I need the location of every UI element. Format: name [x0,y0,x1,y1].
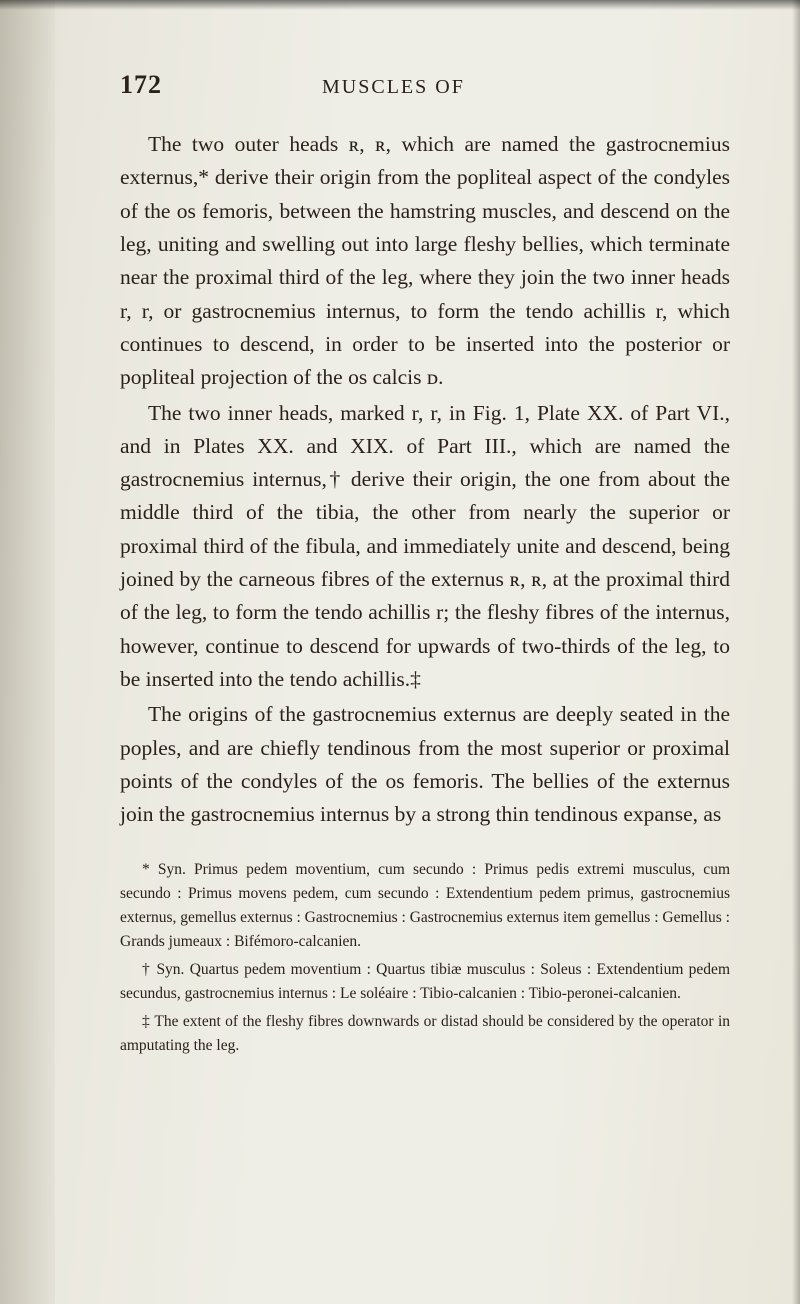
footnote-3: ‡ The extent of the fleshy fibres downwa… [120,1010,730,1058]
footnotes: * Syn. Primus pedem moventium, cum secun… [120,858,730,1058]
paragraph-2: The two inner heads, marked r, r, in Fig… [120,397,730,697]
footnote-2: † Syn. Quartus pedem moventium : Quartus… [120,958,730,1006]
running-head: MUSCLES OF [322,76,465,99]
top-shadow [0,0,800,10]
paragraph-3: The origins of the gastrocnemius externu… [120,698,730,831]
page-number: 172 [120,70,162,100]
page: 172 MUSCLES OF The two outer heads ʀ, ʀ,… [0,0,800,1304]
footnote-1: * Syn. Primus pedem moventium, cum secun… [120,858,730,954]
paragraph-1: The two outer heads ʀ, ʀ, which are name… [120,128,730,395]
page-header: 172 MUSCLES OF [120,70,730,100]
body-text: The two outer heads ʀ, ʀ, which are name… [120,128,730,832]
